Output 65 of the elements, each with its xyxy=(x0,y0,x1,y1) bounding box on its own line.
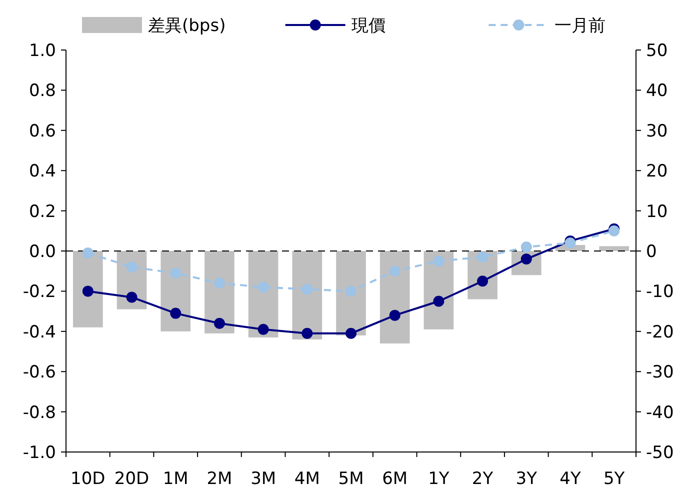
y2-tick-label: 0 xyxy=(646,242,657,262)
y-tick-label: -0.2 xyxy=(22,282,56,302)
point xyxy=(126,262,138,273)
y2-tick-label: -20 xyxy=(646,322,674,342)
point xyxy=(82,286,94,297)
point xyxy=(477,252,488,263)
point xyxy=(170,308,182,319)
y2-tick-label: -10 xyxy=(646,282,674,302)
x-tick-label: 5Y xyxy=(603,469,626,489)
y2-tick-label: 50 xyxy=(646,41,668,61)
y2-tick-label: 30 xyxy=(646,121,668,142)
legend-label: 一月前 xyxy=(554,16,606,36)
bar xyxy=(248,251,278,338)
x-tick-label: 5M xyxy=(338,469,364,489)
bar xyxy=(336,251,366,336)
point xyxy=(302,328,313,339)
y2-tick-label: -30 xyxy=(646,362,674,383)
y-tick-label: -0.8 xyxy=(22,402,56,423)
x-tick-label: 20D xyxy=(114,469,150,489)
y-tick-label: -1.0 xyxy=(22,443,56,463)
bar xyxy=(292,251,322,340)
x-tick-label: 3M xyxy=(250,469,276,489)
point xyxy=(170,268,182,279)
y-tick-label: 0.2 xyxy=(28,202,56,222)
x-tick-label: 10D xyxy=(70,469,106,489)
y2-tick-label: 10 xyxy=(646,202,668,222)
y2-tick-label: 40 xyxy=(646,81,668,102)
y2-tick-label: -50 xyxy=(646,443,674,463)
x-tick-label: 2Y xyxy=(472,469,494,489)
legend-label: 差異(bps) xyxy=(148,16,226,36)
point xyxy=(258,282,269,293)
bar xyxy=(380,251,410,344)
y-tick-label: -0.6 xyxy=(22,362,56,383)
point xyxy=(126,292,138,303)
point xyxy=(302,284,313,295)
x-tick-label: 4Y xyxy=(560,469,582,489)
y2-tick-label: -40 xyxy=(646,402,674,423)
x-tick-label: 2M xyxy=(206,469,232,489)
point xyxy=(433,256,444,267)
point xyxy=(214,278,225,289)
x-tick-label: 3Y xyxy=(516,469,538,489)
point xyxy=(346,286,356,297)
y-tick-label: 0.6 xyxy=(28,121,56,142)
point xyxy=(82,248,94,259)
legend-label: 現價 xyxy=(351,16,386,36)
point xyxy=(389,266,400,277)
x-tick-label: 6M xyxy=(382,469,408,489)
point xyxy=(477,276,488,287)
point xyxy=(346,328,356,339)
x-tick-label: 1Y xyxy=(428,469,450,489)
y-tick-label: 1.0 xyxy=(28,41,56,61)
point xyxy=(389,310,400,321)
y-tick-label: 0.0 xyxy=(28,242,56,262)
y-tick-label: 0.8 xyxy=(28,81,56,102)
x-tick-label: 1M xyxy=(162,469,188,489)
y-tick-label: -0.4 xyxy=(22,322,56,342)
x-tick-label: 4M xyxy=(294,469,320,489)
bar xyxy=(599,246,629,251)
point xyxy=(214,318,225,329)
point xyxy=(258,324,269,335)
bar xyxy=(73,251,103,328)
point xyxy=(433,296,444,307)
y2-tick-label: 20 xyxy=(646,162,668,182)
point xyxy=(520,241,532,252)
y-tick-label: 0.4 xyxy=(28,162,56,182)
